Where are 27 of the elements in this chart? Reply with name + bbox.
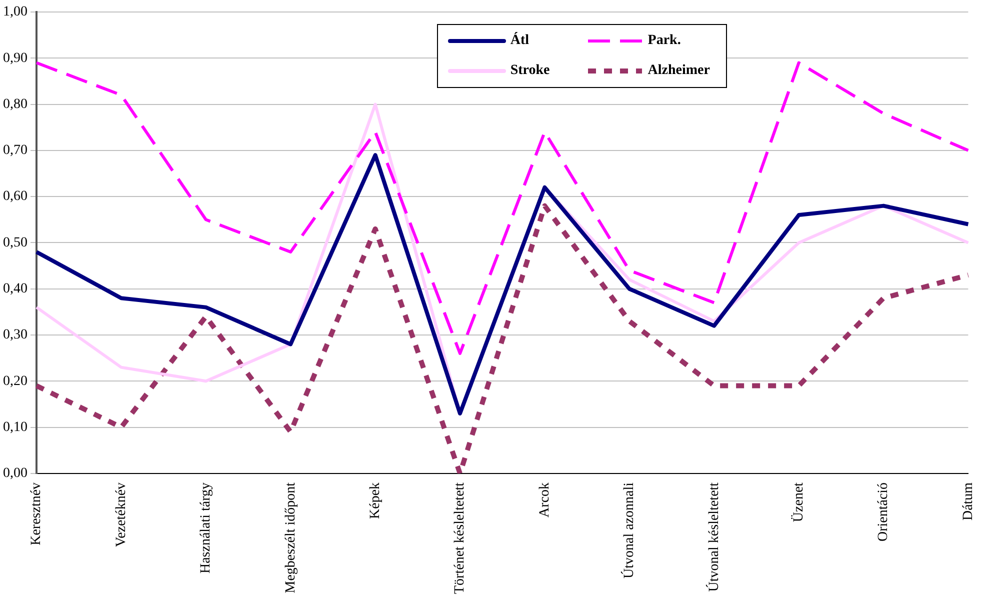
y-tick-label: 0,80 xyxy=(3,96,28,112)
x-tick-label: Arcok xyxy=(537,482,552,518)
y-tick-label: 0,20 xyxy=(3,374,28,389)
legend-label: Park. xyxy=(648,33,681,49)
y-tick-label: 0,30 xyxy=(3,328,28,343)
x-tick-label: Útvonal késleltetett xyxy=(704,482,722,592)
y-tick-label: 0,90 xyxy=(3,50,28,66)
x-tick-label: Történet késleltetett xyxy=(452,482,468,594)
x-tick-label: Dátum xyxy=(960,482,976,521)
x-tick-label: Keresztnév xyxy=(29,482,44,546)
legend-label: Stroke xyxy=(510,63,550,79)
x-tick-label: Orientáció xyxy=(876,482,892,542)
y-tick-label: 0,50 xyxy=(3,235,28,250)
x-tick-label: Képek xyxy=(368,482,383,519)
legend-label: Átl xyxy=(510,33,530,49)
legend-label: Alzheimer xyxy=(648,63,710,79)
y-tick-label: 0,70 xyxy=(3,143,28,158)
x-tick-label: Üzenet xyxy=(790,482,806,522)
x-tick-label: Útvonal azonnali xyxy=(620,482,638,578)
y-tick-label: 0,00 xyxy=(3,466,28,482)
y-tick-label: 0,40 xyxy=(3,282,28,297)
y-tick-label: 0,10 xyxy=(3,420,28,435)
y-tick-label: 0,60 xyxy=(3,189,28,204)
x-tick-label: Megbeszélt időpont xyxy=(283,482,298,594)
x-tick-label: Használati tárgy xyxy=(198,482,214,574)
x-tick-label: Vezetéknév xyxy=(114,482,129,547)
y-tick-label: 1,00 xyxy=(3,4,28,20)
